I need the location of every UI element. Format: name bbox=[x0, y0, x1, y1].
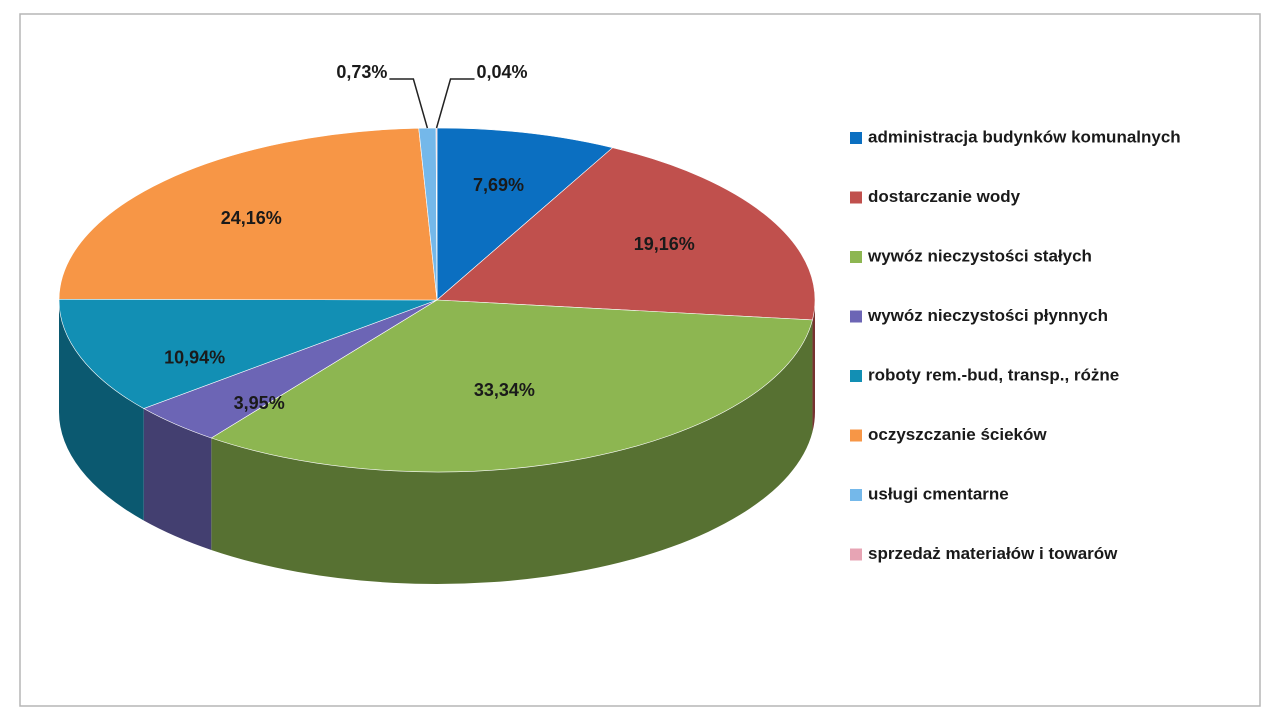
data-label: 0,73% bbox=[336, 62, 387, 82]
legend-label: dostarczanie wody bbox=[868, 187, 1021, 206]
leader-line bbox=[389, 78, 429, 129]
legend-label: wywóz nieczystości płynnych bbox=[867, 306, 1108, 325]
slice-side bbox=[812, 300, 815, 432]
legend-label: wywóz nieczystości stałych bbox=[867, 246, 1092, 265]
legend-label: sprzedaż materiałów i towarów bbox=[868, 544, 1118, 563]
legend-swatch bbox=[850, 489, 862, 501]
legend-label: roboty rem.-bud, transp., różne bbox=[868, 365, 1119, 384]
data-label: 24,16% bbox=[221, 208, 282, 228]
data-label: 33,34% bbox=[474, 380, 535, 400]
slice-side bbox=[211, 319, 813, 584]
pie-slice bbox=[58, 298, 438, 409]
data-label: 3,95% bbox=[234, 393, 285, 413]
pie-slice bbox=[58, 127, 438, 301]
pie-slice bbox=[210, 299, 813, 473]
pie-slice bbox=[436, 147, 816, 321]
legend-swatch bbox=[850, 548, 862, 561]
legend-swatch bbox=[850, 251, 862, 263]
slice-side bbox=[59, 300, 144, 521]
legend-swatch bbox=[850, 429, 862, 442]
leader-line bbox=[435, 78, 475, 129]
legend-label: oczyszczanie ścieków bbox=[868, 425, 1047, 444]
legend-swatch bbox=[850, 370, 862, 382]
legend-swatch bbox=[850, 132, 862, 144]
data-label: 19,16% bbox=[634, 234, 695, 254]
slice-side bbox=[143, 408, 212, 550]
pie-slice bbox=[436, 127, 614, 301]
data-label: 10,94% bbox=[164, 348, 225, 368]
legend-label: administracja budynków komunalnych bbox=[868, 127, 1181, 146]
data-label: 7,69% bbox=[473, 175, 524, 195]
data-label: 0,04% bbox=[477, 62, 528, 82]
legend-swatch bbox=[850, 191, 862, 204]
legend-swatch bbox=[850, 310, 862, 323]
legend-label: usługi cmentarne bbox=[868, 484, 1009, 503]
